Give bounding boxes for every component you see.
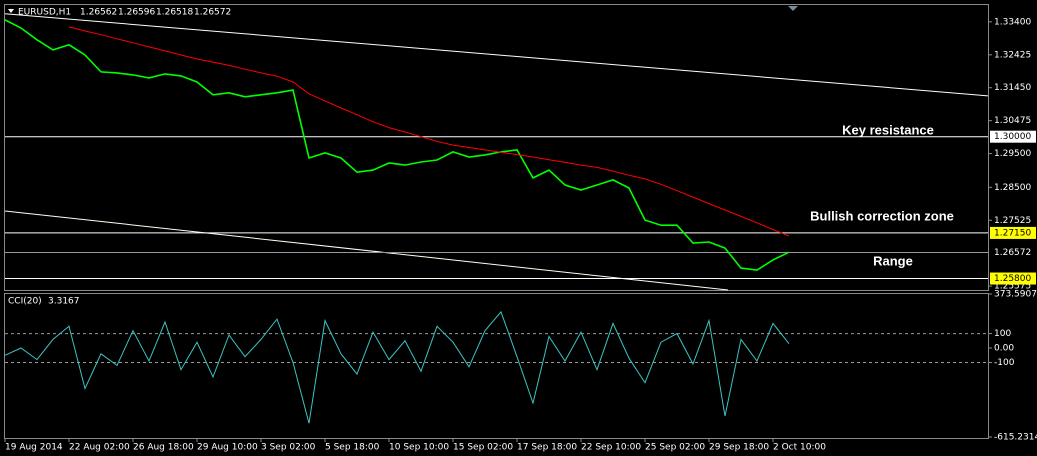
main-panel-frame xyxy=(4,4,989,291)
level-label-box xyxy=(990,226,1036,239)
y-tick-label: 0.00 xyxy=(994,344,1014,354)
y-tick-label: 1.28500 xyxy=(994,183,1031,193)
series-line xyxy=(68,26,790,237)
shift-marker xyxy=(788,6,798,11)
x-tick-label: 15 Sep 02:00 xyxy=(453,443,513,453)
annotation: Bullish correction zone xyxy=(810,208,954,223)
level-label: 1.26572 xyxy=(994,248,1031,258)
trendline xyxy=(4,210,729,291)
x-tick-label: 22 Sep 10:00 xyxy=(581,443,641,453)
x-tick-label: 5 Sep 18:00 xyxy=(325,443,380,453)
level-label-box xyxy=(990,130,1036,143)
ohlc-high: 1.26596 xyxy=(118,8,155,18)
x-tick-label: 29 Sep 18:00 xyxy=(709,443,769,453)
symbol: EURUSD,H1 xyxy=(18,8,71,18)
x-tick-label: 26 Aug 18:00 xyxy=(133,443,194,453)
cci-title: CCI(20) xyxy=(8,297,42,307)
level-label: 1.30000 xyxy=(994,132,1031,142)
x-tick-label: 19 Aug 2014 xyxy=(5,443,63,453)
y-tick-label: 1.30475 xyxy=(994,116,1031,126)
y-tick-label: 373.5907 xyxy=(994,290,1037,300)
x-tick-label: 17 Sep 18:00 xyxy=(517,443,577,453)
x-tick-label: 25 Sep 02:00 xyxy=(645,443,705,453)
x-tick-label: 3 Sep 02:00 xyxy=(261,443,316,453)
y-tick-label: 1.27525 xyxy=(994,216,1031,226)
x-tick-label: 2 Oct 10:00 xyxy=(773,443,826,453)
y-tick-label: 1.31450 xyxy=(994,83,1031,93)
x-tick-label: 10 Sep 10:00 xyxy=(389,443,449,453)
cci-last-value: 3.3167 xyxy=(48,297,80,307)
x-tick-label: 22 Aug 02:00 xyxy=(69,443,130,453)
series-line xyxy=(4,19,790,271)
ohlc-close: 1.26572 xyxy=(194,8,231,18)
y-tick-label: 1.32425 xyxy=(994,50,1031,60)
trendline xyxy=(4,13,989,97)
y-tick-label: -615.2314 xyxy=(994,433,1037,443)
y-tick-label: 1.33400 xyxy=(994,17,1031,27)
annotation: Range xyxy=(873,253,913,268)
cci-panel-frame xyxy=(4,293,989,439)
menu-triangle[interactable] xyxy=(8,9,14,13)
level-label-box xyxy=(990,272,1036,285)
x-tick-label: 29 Aug 10:00 xyxy=(197,443,258,453)
level-label: 1.25800 xyxy=(994,274,1031,284)
level-label: 1.27150 xyxy=(994,228,1031,238)
ohlc-low: 1.26518 xyxy=(156,8,193,18)
y-tick-label: 1.29500 xyxy=(994,149,1031,159)
y-tick-label: -100 xyxy=(994,358,1015,368)
series-line xyxy=(4,310,790,424)
annotation: Key resistance xyxy=(842,122,934,137)
y-tick-label: 1.25575 xyxy=(994,282,1031,292)
ohlc-open: 1.26562 xyxy=(80,8,117,18)
y-tick-label: 100 xyxy=(994,329,1011,339)
